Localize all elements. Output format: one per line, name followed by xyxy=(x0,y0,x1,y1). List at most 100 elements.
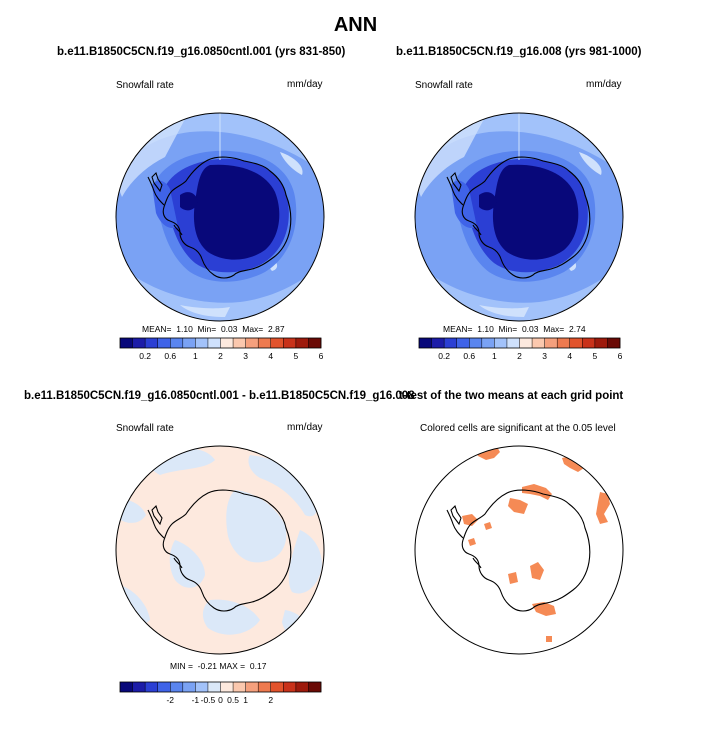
max-value: 0.17 xyxy=(249,661,267,671)
colorbar-tick-label: 6 xyxy=(617,351,623,361)
colorbar-swatch xyxy=(295,682,309,692)
colorbar-swatch xyxy=(569,338,583,348)
subtitle-bottom-right: Colored cells are significant at the 0.0… xyxy=(420,423,616,434)
colorbar-swatch xyxy=(469,338,483,348)
colorbar-swatch xyxy=(444,338,457,348)
colorbar-tick-label: 3 xyxy=(542,351,547,361)
colorbar-tick-label: 2 xyxy=(517,351,522,361)
colorbar-tick-label: 3 xyxy=(243,351,248,361)
colorbar-tick-label: 2 xyxy=(218,351,223,361)
colorbar-tick-label: -1 xyxy=(191,695,200,705)
colorbar-tick-label: 1 xyxy=(243,695,248,705)
units-label-bottom-left: mm/day xyxy=(287,422,323,433)
colorbar-swatch xyxy=(308,682,322,692)
colorbar-swatch xyxy=(157,338,171,348)
colorbar-tick-label: -0.5 xyxy=(200,695,216,705)
colorbar-tick-label: 1 xyxy=(492,351,497,361)
max-value: 2.74 xyxy=(569,324,586,334)
mean-value: 1.10 xyxy=(176,324,193,334)
colorbar-swatch xyxy=(270,338,284,348)
colorbar-swatch xyxy=(582,338,596,348)
colorbar-swatch xyxy=(233,338,246,348)
map-bottom-left xyxy=(115,445,325,655)
colorbar-swatch xyxy=(120,338,133,348)
colorbar-swatch xyxy=(419,338,432,348)
colorbar-swatch xyxy=(195,338,209,348)
colorbar-swatch xyxy=(220,682,234,692)
colorbar-tick-label: 4 xyxy=(567,351,573,361)
colorbar-swatch xyxy=(270,682,284,692)
map-top-left xyxy=(115,112,325,322)
colorbar-tick-label: 5 xyxy=(592,351,598,361)
colorbar-swatch xyxy=(594,338,608,348)
colorbar-tick-label: 0 xyxy=(218,695,223,705)
colorbar-swatch xyxy=(283,682,297,692)
page-title: ANN xyxy=(333,14,378,36)
colorbar-swatch xyxy=(182,682,196,692)
colorbar-swatch xyxy=(283,338,297,348)
colorbar-tick-label: 0.6 xyxy=(463,351,476,361)
min-label: Min= xyxy=(197,324,217,334)
colorbar-swatch xyxy=(607,338,621,348)
variable-label-top-right: Snowfall rate xyxy=(415,80,473,91)
colorbar-tick-label: 0.2 xyxy=(438,351,451,361)
colorbar-swatch xyxy=(157,682,171,692)
colorbar-swatch xyxy=(195,682,209,692)
colorbar-swatch xyxy=(258,682,272,692)
mean-label: MEAN= xyxy=(443,324,473,334)
colorbar-swatch xyxy=(170,682,184,692)
max-label: Max= xyxy=(242,324,264,334)
panel-title-top-right: b.e11.B1850C5CN.f19_g16.008 (yrs 981-100… xyxy=(396,46,642,58)
colorbar-swatch xyxy=(245,338,259,348)
colorbar-tick-label: 0.6 xyxy=(164,351,177,361)
colorbar-swatch xyxy=(456,338,470,348)
mean-value: 1.10 xyxy=(477,324,494,334)
colorbar-swatch xyxy=(207,682,221,692)
colorbar-swatch xyxy=(557,338,571,348)
colorbar-swatch xyxy=(295,338,309,348)
colorbar-swatch xyxy=(207,338,221,348)
panel-title-bottom-left: b.e11.B1850C5CN.f19_g16.0850cntl.001 - b… xyxy=(24,390,415,402)
colorbar-swatch xyxy=(132,682,146,692)
min-label: MIN = xyxy=(170,661,193,671)
units-label-top-left: mm/day xyxy=(287,79,323,90)
colorbar-swatch xyxy=(120,682,133,692)
stats-top-left: MEAN= 1.10 Min= 0.03 Max= 2.87 xyxy=(142,324,285,334)
max-value: 2.87 xyxy=(268,324,285,334)
min-value: 0.03 xyxy=(220,324,238,334)
colorbar-swatch xyxy=(506,338,520,348)
colorbar-swatch xyxy=(170,338,184,348)
panel-title-top-left: b.e11.B1850C5CN.f19_g16.0850cntl.001 (yr… xyxy=(57,46,346,58)
colorbar-swatch xyxy=(245,682,259,692)
colorbar-swatch xyxy=(519,338,533,348)
colorbar-swatch xyxy=(233,682,246,692)
colorbar-swatch xyxy=(145,682,158,692)
map-top-right xyxy=(414,112,624,322)
colorbar-swatch xyxy=(494,338,508,348)
colorbar-swatch xyxy=(145,338,158,348)
colorbar-tick-label: 2 xyxy=(268,695,274,705)
panel-title-bottom-right: t-test of the two means at each grid poi… xyxy=(399,390,624,402)
colorbar-swatch xyxy=(182,338,196,348)
colorbar-tick-label: -2 xyxy=(166,695,175,705)
units-label-top-right: mm/day xyxy=(586,79,622,90)
colorbar-tick-label: 0.5 xyxy=(227,695,239,705)
variable-label-top-left: Snowfall rate xyxy=(116,80,174,91)
min-label: Min= xyxy=(498,324,518,334)
colorbar-tick-label: 6 xyxy=(318,351,324,361)
max-label: Max= xyxy=(543,324,565,334)
colorbar-swatch xyxy=(308,338,322,348)
variable-label-bottom-left: Snowfall rate xyxy=(116,423,174,434)
colorbar-swatch xyxy=(431,338,445,348)
colorbar-bottom-left xyxy=(119,681,322,693)
max-label: MAX = xyxy=(219,661,246,671)
min-value: 0.03 xyxy=(521,324,539,334)
colorbar-tick-label: 5 xyxy=(293,351,299,361)
colorbar-swatch xyxy=(132,338,146,348)
stats-top-right: MEAN= 1.10 Min= 0.03 Max= 2.74 xyxy=(443,324,586,334)
colorbar-swatch xyxy=(532,338,545,348)
colorbar-tick-label: 1 xyxy=(193,351,198,361)
colorbar-top-right xyxy=(418,337,621,349)
colorbar-swatch xyxy=(220,338,234,348)
